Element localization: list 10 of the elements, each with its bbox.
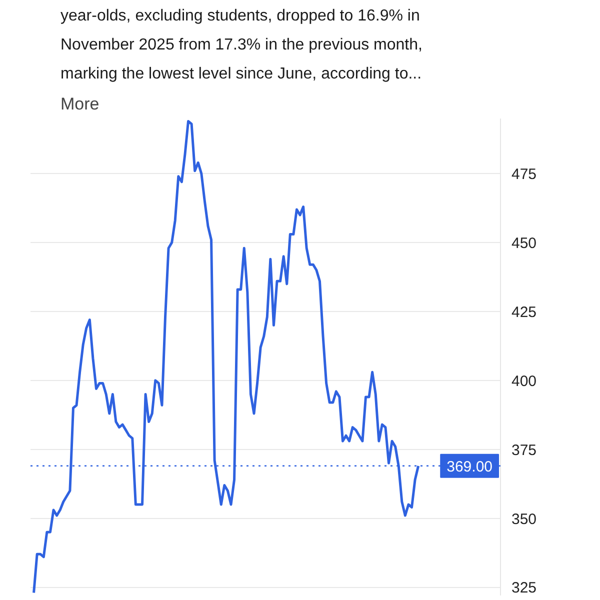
y-tick-label: 425 (512, 304, 537, 322)
text: More (60, 94, 100, 114)
y-tick-label: 475 (512, 166, 537, 184)
ref-line-label: 369.00 (446, 458, 493, 476)
y-tick-label: 400 (512, 372, 537, 390)
y-tick-label: 375 (512, 442, 537, 459)
y-tick-label: 325 (512, 580, 537, 597)
y-tick-label: 450 (512, 235, 537, 252)
chart-subtitle: year-olds, excluding students, dropped to 16.9% in November 2025 from 17.3% in the previous month, marking the lowest level since June, according to... (60, 8, 422, 82)
y-tick-label: 350 (512, 510, 537, 528)
